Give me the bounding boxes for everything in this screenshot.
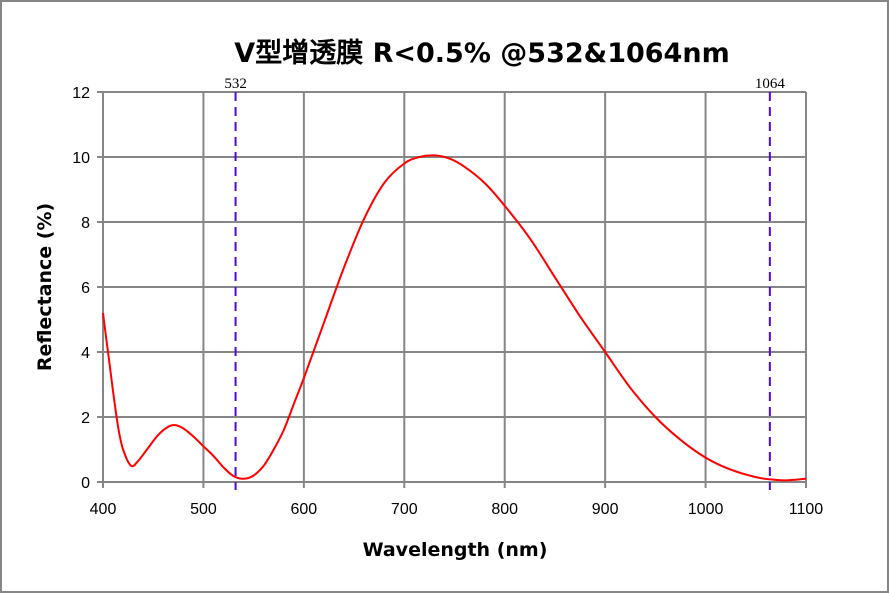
y-tick-labels: 0 2 4 6 8 10 12 [72,85,90,492]
x-tick-label: 1100 [789,501,824,518]
x-axis-label: Wavelength (nm) [363,539,548,561]
x-tick-labels: 400 500 600 700 800 900 1000 1100 [90,501,824,518]
x-tick-label: 600 [291,501,318,518]
y-tick-label: 8 [81,215,90,232]
y-tick-label: 10 [72,150,90,167]
y-tick-label: 12 [72,85,90,102]
y-tick-label: 2 [81,410,90,427]
chart-title: V型增透膜 R<0.5% @532&1064nm [234,37,729,69]
y-tick-label: 0 [81,475,90,492]
y-tick-label: 6 [81,280,90,297]
x-tick-label: 400 [90,501,117,518]
x-tick-label: 500 [190,501,217,518]
y-axis-label: Reflectance (%) [34,203,56,371]
x-tick-label: 800 [491,501,518,518]
marker-label-1064: 1064 [755,76,786,92]
grid [97,91,807,488]
marker-label-532: 532 [224,76,247,92]
x-tick-label: 700 [391,501,418,518]
reflectance-curve [102,154,807,482]
x-tick-label: 900 [592,501,619,518]
x-tick-label: 1000 [688,501,724,518]
y-tick-label: 4 [81,345,90,362]
wavelength-markers: 532 1064 [224,76,785,490]
